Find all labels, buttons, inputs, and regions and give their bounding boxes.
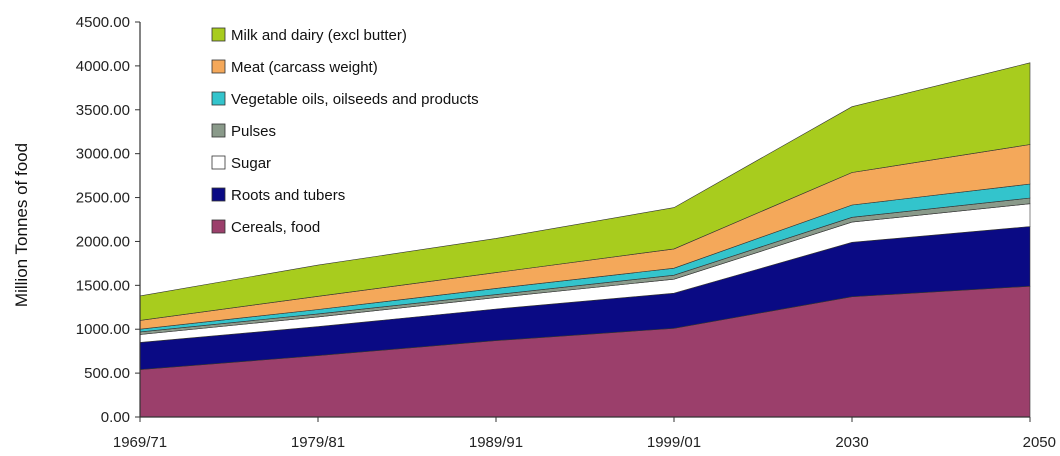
legend-swatch-5 xyxy=(211,59,226,74)
legend-label-6: Milk and dairy (excl butter) xyxy=(231,27,407,44)
legend-label-4: Vegetable oils, oilseeds and products xyxy=(231,91,479,108)
y-tick-label: 2000.00 xyxy=(76,233,130,250)
y-axis-title: Million Tonnes of food xyxy=(12,143,31,307)
legend-swatch-6 xyxy=(211,27,226,42)
x-tick-label: 1979/81 xyxy=(291,434,345,451)
y-tick-labels: 0.00 500.00 1000.00 1500.00 2000.00 2500.00 30… xyxy=(76,14,140,426)
y-tick-label: 1500.00 xyxy=(76,277,130,294)
axes xyxy=(139,22,1030,418)
legend-swatch-1 xyxy=(211,187,226,202)
x-tick-label: 1999/01 xyxy=(647,434,701,451)
x-tick-label: 1969/71 xyxy=(113,434,167,451)
x-tick-labels: 1969/71 1979/81 1989/91 1999/01 2030 2050 xyxy=(113,417,1056,451)
x-tick-label: 2030 xyxy=(835,434,868,451)
legend-swatch-4 xyxy=(211,91,226,106)
legend-label-5: Meat (carcass weight) xyxy=(231,59,378,76)
y-tick-label: 0.00 xyxy=(101,409,130,426)
y-tick-label: 3500.00 xyxy=(76,102,130,119)
y-tick-label: 2500.00 xyxy=(76,190,130,207)
legend-swatch-3 xyxy=(211,123,226,138)
y-tick-label: 500.00 xyxy=(84,365,130,382)
legend-label-0: Cereals, food xyxy=(231,219,320,236)
area-series-6 xyxy=(139,62,1031,321)
series-areas xyxy=(139,62,1031,418)
legend-label-1: Roots and tubers xyxy=(231,187,345,204)
legend: Milk and dairy (excl butter) Meat (carcas… xyxy=(211,27,479,236)
y-tick-label: 4000.00 xyxy=(76,58,130,75)
y-tick-label: 3000.00 xyxy=(76,146,130,163)
legend-label-3: Pulses xyxy=(231,123,276,140)
x-tick-label: 1989/91 xyxy=(469,434,523,451)
x-tick-label: 2050 xyxy=(1023,434,1056,451)
legend-label-2: Sugar xyxy=(231,155,271,172)
y-tick-label: 4500.00 xyxy=(76,14,130,31)
legend-swatch-2 xyxy=(211,155,226,170)
y-tick-label: 1000.00 xyxy=(76,321,130,338)
legend-swatch-0 xyxy=(211,219,226,234)
